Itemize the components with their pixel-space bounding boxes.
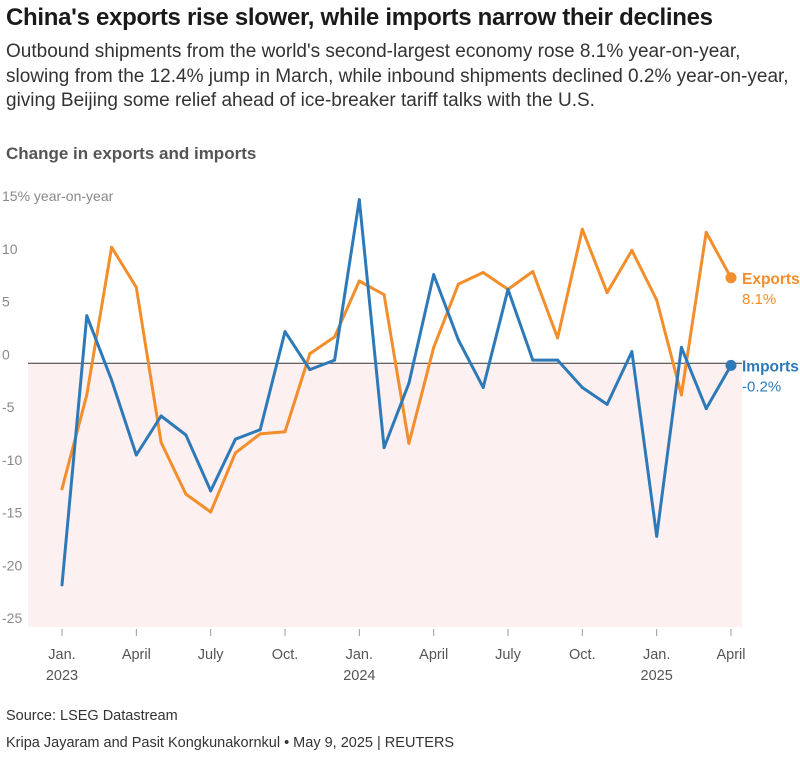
y-axis-ticks: 15% year-on-year 10 5 0 -5 -10 -15 -20 -25: [2, 188, 114, 626]
chart-subtitle: Outbound shipments from the world's seco…: [6, 41, 789, 111]
imports-data-point: [134, 453, 138, 457]
y-tick-label: -10: [2, 452, 22, 468]
imports-data-point: [704, 407, 708, 411]
exports-data-point: [432, 345, 436, 349]
credit-line: Kripa Jayaram and Pasit Kongkunakornkul …: [6, 735, 455, 751]
y-tick-label: 0: [2, 346, 10, 362]
negative-zone-shading: [28, 363, 742, 627]
imports-data-point: [85, 314, 89, 318]
imports-data-point: [456, 338, 460, 342]
x-tick-label: July: [198, 647, 225, 663]
imports-data-point: [407, 381, 411, 385]
imports-data-point: [110, 378, 114, 382]
imports-data-point: [357, 198, 361, 202]
series-end-labels: Exports 8.1% Imports -0.2%: [725, 271, 800, 395]
x-tick-label: Oct.: [272, 647, 299, 663]
imports-data-point: [630, 350, 634, 354]
imports-data-point: [333, 358, 337, 362]
exports-data-point: [184, 492, 188, 496]
imports-series-name: Imports: [742, 358, 799, 375]
x-axis-ticks: Jan. 2023 April July Oct. Jan. 2024 April July Oc…: [46, 629, 746, 684]
imports-data-point: [382, 446, 386, 450]
imports-data-point: [580, 386, 584, 390]
exports-data-point: [308, 352, 312, 356]
exports-data-point: [481, 271, 485, 275]
x-tick-year: 2023: [46, 668, 78, 684]
imports-data-point: [506, 287, 510, 291]
imports-data-point: [605, 402, 609, 406]
exports-data-point: [556, 336, 560, 340]
imports-series-line: [60, 198, 733, 587]
imports-data-point: [283, 330, 287, 334]
source-note: Source: LSEG Datastream: [6, 708, 178, 724]
imports-end-value: -0.2%: [742, 378, 781, 395]
series-lines: [60, 198, 733, 587]
exports-data-point: [679, 393, 683, 397]
y-tick-label: 15% year-on-year: [2, 188, 114, 204]
exports-data-point: [531, 269, 535, 273]
imports-data-point: [258, 428, 262, 432]
x-tick-label: Jan.: [48, 647, 75, 663]
imports-data-point: [60, 583, 64, 587]
x-tick-label: July: [495, 647, 522, 663]
exports-data-point: [110, 245, 114, 249]
exports-data-point: [85, 393, 89, 397]
exports-data-point: [630, 248, 634, 252]
exports-series-name: Exports: [742, 271, 800, 288]
exports-data-point: [60, 487, 64, 491]
y-tick-label: 5: [2, 294, 10, 310]
exports-data-point: [704, 230, 708, 234]
y-tick-label: -25: [2, 610, 22, 626]
y-tick-label: 10: [2, 241, 18, 257]
exports-data-point: [333, 335, 337, 339]
exports-end-marker: [725, 272, 737, 284]
exports-end-value: 8.1%: [742, 291, 776, 308]
imports-data-point: [655, 534, 659, 538]
exports-data-point: [655, 298, 659, 302]
imports-data-point: [531, 358, 535, 362]
y-tick-label: -15: [2, 505, 22, 521]
x-tick-label: April: [716, 647, 745, 663]
exports-data-point: [283, 430, 287, 434]
imports-data-point: [432, 273, 436, 277]
x-tick-label: April: [122, 647, 151, 663]
imports-data-point: [556, 358, 560, 362]
imports-data-point: [209, 489, 213, 493]
imports-data-point: [679, 345, 683, 349]
imports-data-point: [481, 386, 485, 390]
imports-data-point: [308, 368, 312, 372]
x-tick-year: 2024: [343, 668, 375, 684]
exports-series-line: [60, 227, 733, 514]
y-tick-label: -20: [2, 557, 22, 573]
line-chart: 15% year-on-year 10 5 0 -5 -10 -15 -20 -25 Jan. 2…: [2, 188, 800, 684]
imports-data-point: [184, 433, 188, 437]
chart-heading: Change in exports and imports: [6, 144, 257, 163]
x-tick-label: April: [419, 647, 448, 663]
imports-data-point: [233, 437, 237, 441]
exports-data-point: [233, 451, 237, 455]
x-tick-year: 2025: [641, 668, 673, 684]
x-tick-label: Oct.: [569, 647, 596, 663]
exports-data-point: [357, 279, 361, 283]
exports-data-point: [605, 291, 609, 295]
exports-data-point: [209, 510, 213, 514]
imports-end-marker: [725, 359, 737, 371]
exports-data-point: [258, 432, 262, 436]
x-tick-label: Jan.: [346, 647, 373, 663]
exports-data-point: [456, 282, 460, 286]
x-tick-label: Jan.: [643, 647, 670, 663]
exports-data-point: [382, 293, 386, 297]
exports-data-point: [134, 285, 138, 289]
chart-title: China's exports rise slower, while impor…: [6, 4, 713, 31]
imports-data-point: [159, 414, 163, 418]
exports-data-point: [159, 440, 163, 444]
exports-data-point: [580, 227, 584, 231]
exports-data-point: [407, 441, 411, 445]
y-tick-label: -5: [2, 399, 15, 415]
